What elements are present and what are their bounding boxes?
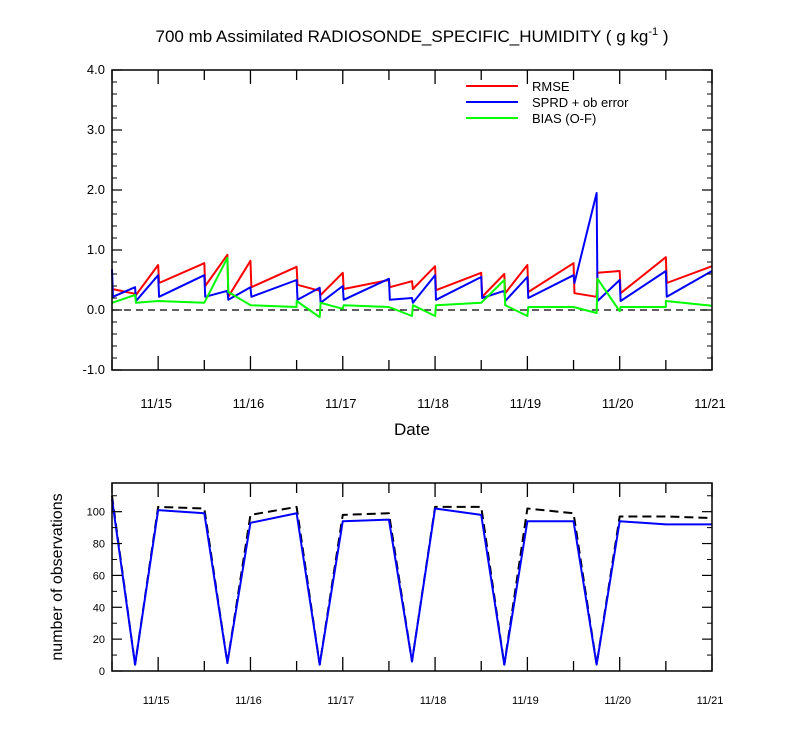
x-tick-label: 11/21 [694, 396, 726, 411]
x-tick-label: 11/17 [325, 396, 357, 411]
top-panel: -1.0 0.0 1.0 2.0 3.0 4.0 11/15 11/16 11/17 11/18 1… [83, 62, 726, 439]
series-line-bias-o-f [111, 256, 713, 319]
y-tick-label: -1.0 [83, 362, 105, 377]
x-tick-label: 11/17 [327, 695, 354, 707]
y-tick-label: 100 [87, 507, 105, 519]
y-tick-label: 1.0 [87, 242, 105, 257]
x-tick-label: 11/15 [140, 396, 172, 411]
bottom-plot-frame [111, 482, 713, 672]
x-tick-label: 11/21 [697, 695, 724, 707]
x-tick-label: 11/16 [235, 695, 262, 707]
chart-title: 700 mb Assimilated RADIOSONDE_SPECIFIC_H… [156, 26, 669, 46]
bottom-plot-area [111, 495, 713, 666]
top-plot-frame [111, 69, 713, 371]
y-tick-label: 3.0 [87, 122, 105, 137]
y-tick-label: 60 [93, 570, 105, 582]
series-line-rmse [111, 253, 713, 298]
x-tick-label: 11/19 [510, 396, 542, 411]
top-plot-area [111, 192, 713, 319]
x-tick-label: 11/20 [602, 396, 634, 411]
y-tick-label: 0.0 [87, 302, 105, 317]
x-tick-label: 11/15 [143, 695, 170, 707]
series-line-sprd-ob-error [111, 192, 713, 304]
x-axis-label: Date [394, 420, 430, 439]
y-tick-label: 20 [93, 634, 105, 646]
bottom-panel: 0 20 40 60 80 100 11/15 11/16 11/17 11/18 11/19 11/… [49, 482, 724, 707]
x-tick-label: 11/20 [604, 695, 631, 707]
y-tick-label: 40 [93, 602, 105, 614]
legend-label: RMSE [532, 79, 570, 94]
legend-label: SPRD + ob error [532, 95, 629, 110]
legend-label: BIAS (O-F) [532, 111, 596, 126]
y-tick-label: 0 [99, 666, 105, 678]
y-tick-label: 2.0 [87, 182, 105, 197]
bottom-axis-ticks: 0 20 40 60 80 100 11/15 11/16 11/17 11/18 11/19 11/… [87, 483, 724, 707]
x-tick-label: 11/18 [420, 695, 447, 707]
y-tick-label: 4.0 [87, 62, 105, 77]
series-line-assimilated [111, 498, 712, 666]
x-tick-label: 11/18 [417, 396, 449, 411]
y-axis-label: number of observations [49, 493, 66, 660]
x-tick-label: 11/16 [233, 396, 265, 411]
top-axis-ticks: -1.0 0.0 1.0 2.0 3.0 4.0 11/15 11/16 11/17 11/18 1… [83, 62, 726, 411]
y-tick-label: 80 [93, 539, 105, 551]
x-tick-label: 11/19 [512, 695, 539, 707]
